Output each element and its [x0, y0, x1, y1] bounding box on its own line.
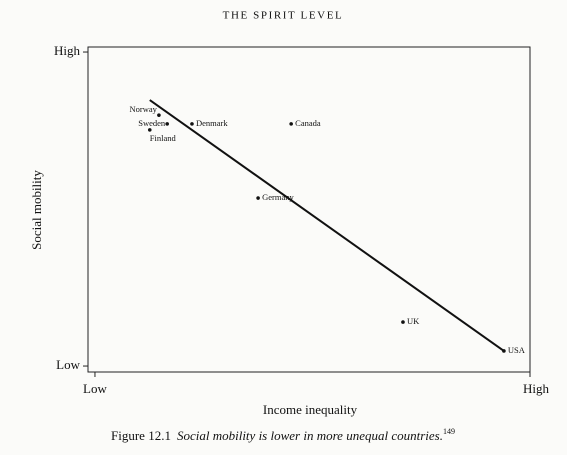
y-tick-label: Low — [56, 357, 80, 372]
point — [401, 320, 405, 324]
x-tick-label: Low — [83, 381, 107, 396]
caption-text: Social mobility is lower in more unequal… — [177, 428, 443, 443]
point — [256, 196, 260, 200]
point-label: Germany — [262, 192, 294, 202]
point-label: Sweden — [138, 118, 166, 128]
point-label: Denmark — [196, 118, 228, 128]
running-header: THE SPIRIT LEVEL — [223, 10, 344, 22]
point — [190, 122, 194, 126]
point — [165, 122, 169, 126]
point-label: USA — [508, 345, 526, 355]
point — [502, 349, 506, 353]
point-label: UK — [407, 316, 420, 326]
plot-frame — [87, 46, 531, 373]
x-axis-title: Income inequality — [263, 402, 358, 417]
caption-ref: 149 — [443, 427, 455, 436]
caption: Figure 12.1 Social mobility is lower in m… — [111, 427, 455, 443]
point — [147, 128, 152, 132]
y-tick-label: High — [54, 43, 81, 58]
point-label: Finland — [150, 133, 177, 143]
point — [289, 122, 293, 126]
trend-line — [149, 99, 505, 352]
point — [157, 113, 161, 117]
caption-label: Figure 12.1 — [111, 428, 171, 443]
x-tick-label: High — [523, 381, 550, 396]
point-label: Canada — [295, 118, 321, 128]
y-axis-title: Social mobility — [29, 170, 44, 250]
point-label: Norway — [130, 104, 158, 114]
